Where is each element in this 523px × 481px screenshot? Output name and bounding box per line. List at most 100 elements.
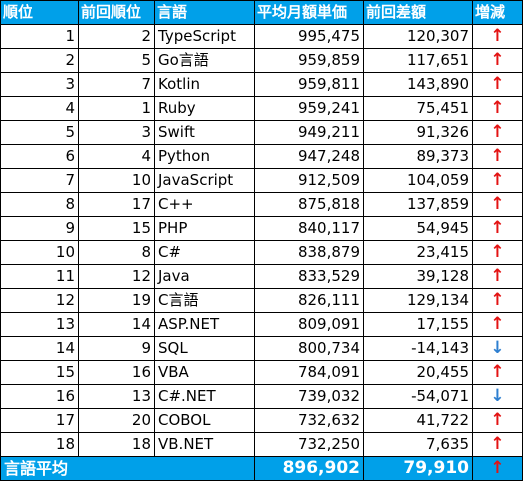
- arrow-up-icon: ↑: [490, 242, 505, 262]
- diff-cell: 75,451: [363, 96, 473, 121]
- prev-rank-cell: 2: [78, 24, 155, 49]
- trend-cell: ↑: [472, 288, 523, 313]
- language-cell: C#.NET: [154, 384, 255, 409]
- avg-monthly-cell: 875,818: [254, 192, 364, 217]
- arrow-up-icon: ↑: [490, 194, 505, 214]
- header-avg-monthly: 平均月額単価: [254, 0, 364, 25]
- rank-cell: 4: [0, 96, 79, 121]
- rank-cell: 12: [0, 288, 79, 313]
- language-cell: JavaScript: [154, 168, 255, 193]
- table-row: 3 7 Kotlin 959,811 143,890 ↑: [0, 72, 523, 97]
- rank-cell: 15: [0, 360, 79, 385]
- arrow-up-icon: ↑: [490, 410, 505, 430]
- prev-rank-cell: 1: [78, 96, 155, 121]
- arrow-up-icon: ↑: [490, 266, 505, 286]
- table-row: 6 4 Python 947,248 89,373 ↑: [0, 144, 523, 169]
- table-row: 1 2 TypeScript 995,475 120,307 ↑: [0, 24, 523, 49]
- diff-cell: 104,059: [363, 168, 473, 193]
- trend-cell: ↑: [472, 168, 523, 193]
- prev-rank-cell: 5: [78, 48, 155, 73]
- footer-row: 言語平均 896,902 79,910 ↑: [0, 456, 523, 481]
- table-row: 14 9 SQL 800,734 -14,143 ↓: [0, 336, 523, 361]
- language-cell: COBOL: [154, 408, 255, 433]
- table-row: 5 3 Swift 949,211 91,326 ↑: [0, 120, 523, 145]
- rank-cell: 8: [0, 192, 79, 217]
- language-cell: C#: [154, 240, 255, 265]
- prev-rank-cell: 8: [78, 240, 155, 265]
- arrow-down-icon: ↓: [490, 386, 505, 406]
- rank-cell: 14: [0, 336, 79, 361]
- language-cell: TypeScript: [154, 24, 255, 49]
- rank-cell: 7: [0, 168, 79, 193]
- arrow-up-icon: ↑: [490, 146, 505, 166]
- prev-rank-cell: 9: [78, 336, 155, 361]
- avg-monthly-cell: 732,250: [254, 432, 364, 457]
- diff-cell: 89,373: [363, 144, 473, 169]
- language-cell: ASP.NET: [154, 312, 255, 337]
- prev-rank-cell: 4: [78, 144, 155, 169]
- header-row: 順位 前回順位 言語 平均月額単価 前回差額 増減: [0, 0, 523, 25]
- rank-cell: 11: [0, 264, 79, 289]
- prev-rank-cell: 18: [78, 432, 155, 457]
- prev-rank-cell: 15: [78, 216, 155, 241]
- avg-monthly-cell: 959,811: [254, 72, 364, 97]
- rank-cell: 2: [0, 48, 79, 73]
- rank-cell: 18: [0, 432, 79, 457]
- avg-monthly-cell: 959,859: [254, 48, 364, 73]
- arrow-up-icon: ↑: [490, 458, 505, 478]
- arrow-down-icon: ↓: [490, 338, 505, 358]
- prev-rank-cell: 7: [78, 72, 155, 97]
- avg-monthly-cell: 840,117: [254, 216, 364, 241]
- prev-rank-cell: 14: [78, 312, 155, 337]
- avg-monthly-cell: 833,529: [254, 264, 364, 289]
- trend-cell: ↑: [472, 360, 523, 385]
- diff-cell: 17,155: [363, 312, 473, 337]
- trend-cell: ↑: [472, 312, 523, 337]
- diff-cell: 23,415: [363, 240, 473, 265]
- header-trend: 増減: [472, 0, 523, 25]
- trend-cell: ↑: [472, 120, 523, 145]
- footer-trend-cell: ↑: [472, 456, 523, 481]
- prev-rank-cell: 19: [78, 288, 155, 313]
- rank-cell: 13: [0, 312, 79, 337]
- trend-cell: ↓: [472, 384, 523, 409]
- trend-cell: ↑: [472, 216, 523, 241]
- prev-rank-cell: 17: [78, 192, 155, 217]
- trend-cell: ↑: [472, 48, 523, 73]
- language-cell: Python: [154, 144, 255, 169]
- language-cell: VB.NET: [154, 432, 255, 457]
- language-cell: VBA: [154, 360, 255, 385]
- diff-cell: 91,326: [363, 120, 473, 145]
- diff-cell: 39,128: [363, 264, 473, 289]
- table-row: 7 10 JavaScript 912,509 104,059 ↑: [0, 168, 523, 193]
- avg-monthly-cell: 732,632: [254, 408, 364, 433]
- avg-monthly-cell: 959,241: [254, 96, 364, 121]
- diff-cell: 117,651: [363, 48, 473, 73]
- diff-cell: 120,307: [363, 24, 473, 49]
- avg-monthly-cell: 838,879: [254, 240, 364, 265]
- trend-cell: ↑: [472, 192, 523, 217]
- footer-diff: 79,910: [363, 456, 473, 481]
- arrow-up-icon: ↑: [490, 434, 505, 454]
- rank-cell: 9: [0, 216, 79, 241]
- avg-monthly-cell: 949,211: [254, 120, 364, 145]
- trend-cell: ↑: [472, 72, 523, 97]
- table-body: 1 2 TypeScript 995,475 120,307 ↑ 2 5 Go言語 959,859…: [0, 24, 523, 457]
- trend-cell: ↑: [472, 264, 523, 289]
- arrow-up-icon: ↑: [490, 98, 505, 118]
- language-cell: SQL: [154, 336, 255, 361]
- prev-rank-cell: 16: [78, 360, 155, 385]
- trend-cell: ↑: [472, 144, 523, 169]
- arrow-up-icon: ↑: [490, 170, 505, 190]
- arrow-up-icon: ↑: [490, 314, 505, 334]
- avg-monthly-cell: 784,091: [254, 360, 364, 385]
- table-row: 17 20 COBOL 732,632 41,722 ↑: [0, 408, 523, 433]
- prev-rank-cell: 10: [78, 168, 155, 193]
- prev-rank-cell: 20: [78, 408, 155, 433]
- table-row: 4 1 Ruby 959,241 75,451 ↑: [0, 96, 523, 121]
- footer-avg: 896,902: [254, 456, 364, 481]
- language-cell: C言語: [154, 288, 255, 313]
- arrow-up-icon: ↑: [490, 122, 505, 142]
- trend-cell: ↓: [472, 336, 523, 361]
- trend-cell: ↑: [472, 432, 523, 457]
